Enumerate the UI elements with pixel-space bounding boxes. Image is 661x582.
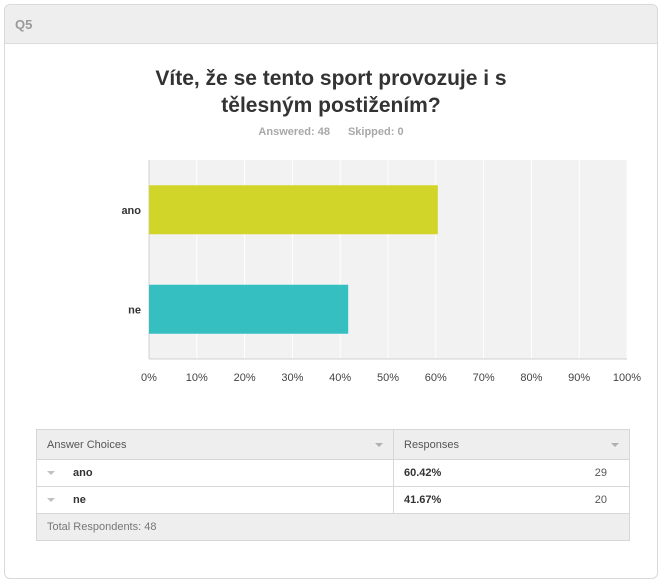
table-footer: Total Respondents: 48	[37, 514, 629, 540]
answer-choices-header-label: Answer Choices	[47, 438, 127, 451]
answered-count: Answered: 48	[258, 126, 330, 138]
question-number: Q5	[15, 16, 33, 32]
table-row: ano 60.42% 29	[37, 460, 629, 487]
question-card: Q5 Víte, že se tento sport provozuje i s…	[4, 4, 658, 579]
skipped-count: Skipped: 0	[347, 126, 404, 138]
x-tick-label: 100%	[613, 372, 641, 384]
bar-ano	[149, 185, 438, 235]
response-stats: Answered: 48 Skipped: 0	[5, 126, 657, 138]
x-tick-label: 10%	[186, 372, 208, 384]
table-header: Answer Choices Responses	[37, 430, 629, 460]
question-title-line2: tělesným postižením?	[221, 94, 441, 117]
sort-down-icon[interactable]	[375, 443, 383, 447]
card-header: Q5	[5, 5, 657, 44]
answer-choices-header[interactable]: Answer Choices	[37, 430, 394, 459]
response-percent: 41.67%	[404, 494, 442, 506]
x-tick-label: 70%	[473, 372, 495, 384]
response-cell: 41.67% 20	[394, 487, 629, 513]
x-tick-label: 0%	[141, 372, 157, 384]
x-tick-label: 80%	[520, 372, 542, 384]
x-tick-label: 90%	[568, 372, 590, 384]
response-cell: 60.42% 29	[394, 460, 629, 486]
response-count: 29	[594, 467, 607, 479]
x-tick-label: 20%	[234, 372, 256, 384]
question-title: Víte, že se tento sport provozuje i s tě…	[5, 65, 657, 119]
responses-header[interactable]: Responses	[394, 430, 629, 459]
responses-table: Answer Choices Responses ano 60.42% 29 n…	[36, 429, 630, 541]
responses-header-label: Responses	[404, 438, 460, 451]
expand-caret-icon[interactable]	[47, 471, 55, 475]
response-percent: 60.42%	[404, 467, 442, 479]
x-tick-label: 30%	[281, 372, 303, 384]
expand-caret-icon[interactable]	[47, 498, 55, 502]
x-tick-label: 50%	[377, 372, 399, 384]
total-respondents: Total Respondents: 48	[47, 521, 157, 533]
bar-ne	[149, 284, 349, 334]
answer-choice-label: ano	[73, 467, 93, 479]
table-row: ne 41.67% 20	[37, 487, 629, 514]
x-tick-label: 60%	[425, 372, 447, 384]
answer-choice-label: ne	[73, 494, 86, 506]
x-tick-label: 40%	[329, 372, 351, 384]
answer-choice-cell: ne	[37, 487, 394, 513]
answer-choice-cell: ano	[37, 460, 394, 486]
category-label: ano	[121, 205, 141, 217]
question-title-line1: Víte, že se tento sport provozuje i s	[155, 67, 507, 90]
response-count: 20	[594, 494, 607, 506]
bar-chart: 0% 10% 20% 30% 40% 50% 60% 70% 80% 90% 100% ano ne	[121, 160, 641, 384]
category-label: ne	[128, 304, 141, 316]
sort-down-icon[interactable]	[611, 443, 619, 447]
